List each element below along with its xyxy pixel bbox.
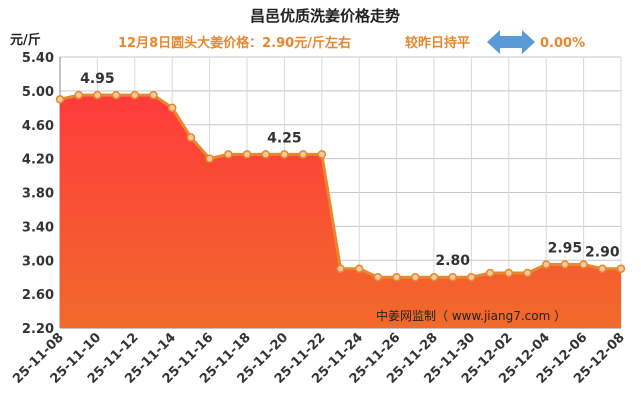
data-point: [598, 264, 607, 273]
watermark-text: 中姜网监制（ www.jiang7.com ）: [376, 308, 566, 323]
data-point: [411, 272, 420, 282]
data-point: [167, 103, 177, 113]
data-point: [317, 150, 327, 159]
double-arrow-icon: [487, 30, 535, 54]
data-point: [74, 90, 83, 100]
compare-subtitle: 较昨日持平: [405, 35, 470, 51]
data-point: [242, 150, 252, 159]
x-axis-ticks: 25-11-0825-11-1025-11-1225-11-1425-11-16…: [10, 330, 628, 387]
data-point: [448, 272, 457, 282]
y-tick-label: 3.00: [22, 254, 54, 269]
data-point: [111, 90, 121, 100]
data-point: [280, 150, 289, 159]
data-point: [205, 154, 214, 163]
y-tick-label: 4.20: [22, 153, 54, 168]
y-tick-label: 5.40: [22, 51, 54, 66]
y-tick-label: 3.80: [22, 187, 54, 202]
data-labels: 4.95 4.25 2.80 2.95 2.90: [80, 71, 620, 269]
data-point: [373, 272, 383, 282]
data-point: [261, 150, 270, 159]
price-subtitle: 12月8日圆头大姜价格：2.90元/斤左右: [118, 35, 351, 51]
y-tick-label: 2.20: [22, 322, 54, 337]
y-tick-label: 5.00: [22, 85, 54, 100]
data-point: [354, 264, 364, 273]
y-tick-label: 3.40: [22, 220, 54, 235]
data-label: 2.80: [435, 253, 470, 269]
data-point: [467, 272, 476, 282]
data-point: [55, 95, 65, 104]
data-point: [504, 268, 514, 278]
data-label: 2.90: [585, 245, 620, 261]
y-tick-label: 4.60: [22, 119, 54, 134]
data-markers: [55, 90, 626, 282]
data-point: [224, 150, 233, 159]
change-percent: 0.00%: [540, 36, 585, 51]
data-label: 4.95: [80, 71, 115, 87]
data-point: [149, 90, 158, 100]
data-point: [336, 264, 345, 273]
y-axis-ticks: 5.40 5.00 4.60 4.20 3.80 3.40 3.00 2.60 2.20: [22, 51, 54, 337]
data-point: [186, 133, 196, 142]
y-tick-label: 2.60: [22, 288, 54, 303]
area-fill-path: [60, 95, 621, 328]
data-point: [130, 90, 140, 100]
data-point: [541, 260, 551, 269]
chart-title: 昌邑优质洗姜价格走势: [250, 7, 400, 25]
data-label: 4.25: [267, 130, 302, 146]
data-point: [429, 272, 439, 282]
y-axis-unit: 元/斤: [10, 32, 41, 48]
data-point: [93, 90, 102, 100]
data-point: [392, 272, 401, 282]
data-point: [616, 264, 626, 273]
data-label: 2.95: [548, 240, 583, 256]
data-point: [579, 260, 588, 269]
data-point: [523, 268, 532, 278]
data-point: [485, 268, 495, 278]
data-point: [298, 150, 308, 159]
data-point: [560, 260, 570, 269]
area-fill: [60, 95, 621, 328]
